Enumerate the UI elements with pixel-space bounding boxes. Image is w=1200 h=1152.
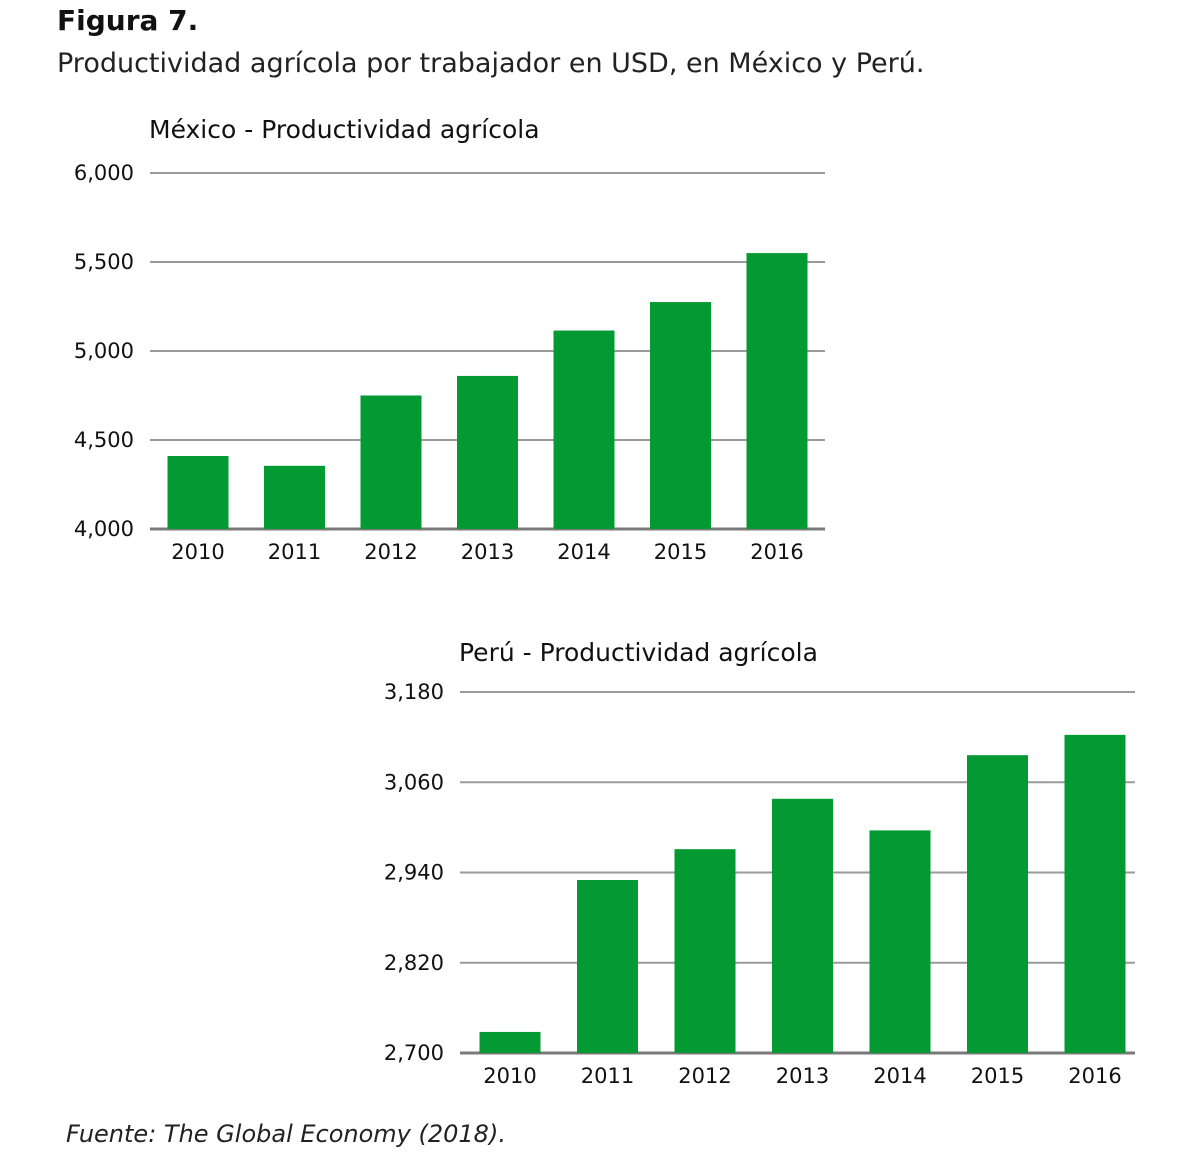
peru-x-tick-label: 2011 (581, 1064, 634, 1088)
peru-bar-chart: Perú - Productividad agrícola 2,700 2,820 2… (384, 638, 1135, 1088)
source-note: Fuente: The Global Economy (2018). (66, 1120, 506, 1148)
peru-x-tick-label: 2012 (678, 1064, 731, 1088)
peru-y-tick-label: 3,060 (384, 770, 444, 794)
mexico-y-tick-label: 4,000 (74, 517, 134, 541)
figure-caption: Productividad agrícola por trabajador en… (57, 48, 925, 79)
mexico-bar-2016 (746, 253, 808, 529)
peru-bar-2010 (479, 1031, 541, 1053)
peru-bar-2012 (674, 849, 736, 1053)
mexico-x-tick-label: 2010 (171, 540, 224, 564)
peru-y-tick-label: 2,700 (384, 1041, 444, 1065)
mexico-bar-2015 (650, 302, 711, 529)
peru-chart-title: Perú - Productividad agrícola (459, 638, 818, 667)
mexico-chart-title: México - Productividad agrícola (149, 115, 540, 144)
mexico-x-tick-label: 2016 (750, 540, 803, 564)
peru-x-tick-label: 2016 (1068, 1064, 1121, 1088)
mexico-y-tick-label: 6,000 (74, 161, 134, 185)
mexico-bar-2011 (264, 465, 325, 529)
mexico-bar-chart: México - Productividad agrícola 4,000 4,50… (74, 115, 825, 564)
mexico-x-tick-label: 2014 (557, 540, 610, 564)
mexico-y-tick-label: 5,000 (74, 339, 134, 363)
peru-bar-2013 (772, 798, 833, 1053)
mexico-y-tick-label: 5,500 (74, 250, 134, 274)
peru-x-tick-label: 2010 (483, 1064, 536, 1088)
peru-y-tick-label: 2,820 (384, 951, 444, 975)
mexico-bar-2012 (360, 395, 422, 529)
mexico-x-tick-label: 2013 (461, 540, 514, 564)
mexico-y-tick-label: 4,500 (74, 428, 134, 452)
mexico-bar-2013 (457, 375, 518, 529)
mexico-x-tick-label: 2011 (268, 540, 321, 564)
mexico-bar-2014 (553, 330, 615, 529)
figure-label: Figura 7. (57, 4, 199, 37)
mexico-x-tick-label: 2012 (364, 540, 417, 564)
peru-y-tick-label: 2,940 (384, 861, 444, 885)
mexico-x-tick-label: 2015 (654, 540, 707, 564)
peru-bar-2016 (1064, 734, 1126, 1053)
peru-x-tick-label: 2015 (971, 1064, 1024, 1088)
mexico-bar-2010 (167, 456, 229, 529)
peru-y-tick-label: 3,180 (384, 680, 444, 704)
peru-bar-2015 (967, 755, 1028, 1053)
peru-x-tick-label: 2013 (776, 1064, 829, 1088)
peru-bar-2014 (869, 830, 931, 1053)
peru-x-tick-label: 2014 (873, 1064, 926, 1088)
peru-bar-2011 (577, 880, 638, 1053)
